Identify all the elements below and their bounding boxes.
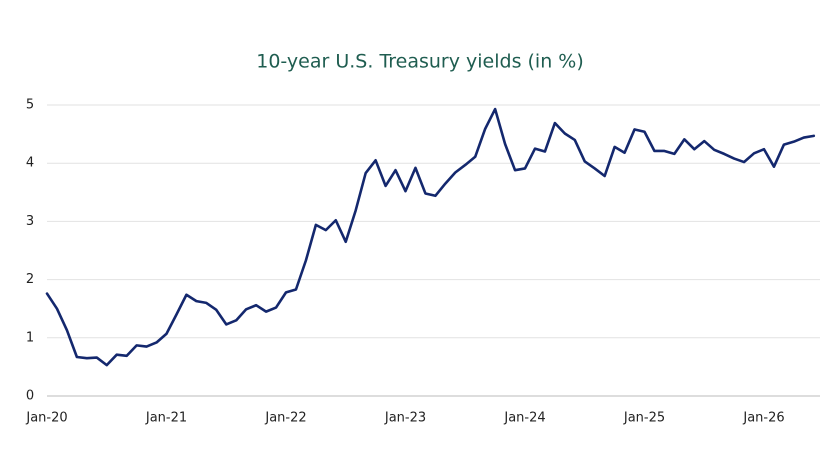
data-line <box>45 107 816 367</box>
x-tick-label: Jan-24 <box>503 411 545 426</box>
chart-title: 10-year U.S. Treasury yields (in %) <box>256 51 584 73</box>
x-tick-label: Jan-23 <box>384 411 426 426</box>
y-tick-label: 4 <box>26 156 34 171</box>
x-tick-label: Jan-25 <box>623 411 665 426</box>
y-tick-label: 0 <box>26 389 34 404</box>
x-tick-label: Jan-26 <box>742 411 784 426</box>
y-tick-label: 1 <box>26 330 34 345</box>
x-tick-label: Jan-21 <box>145 411 187 426</box>
y-tick-label: 5 <box>26 98 34 113</box>
x-tick-label: Jan-20 <box>25 411 67 426</box>
x-tick-label: Jan-22 <box>264 411 306 426</box>
y-tick-label: 2 <box>26 272 34 287</box>
y-tick-label: 3 <box>26 214 34 229</box>
